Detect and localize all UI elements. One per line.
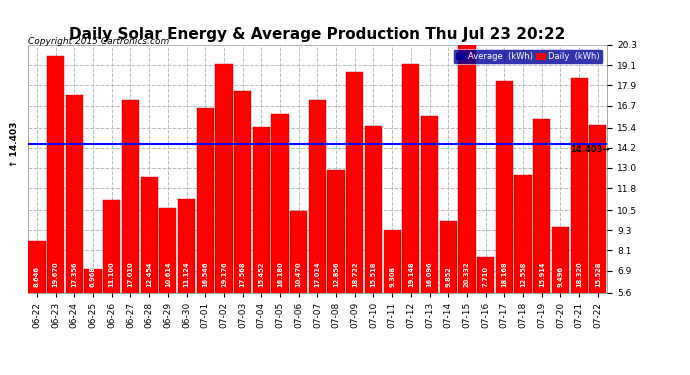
Text: 19.176: 19.176 [221, 262, 227, 288]
Bar [178, 200, 195, 375]
Bar [421, 116, 438, 375]
Text: 12.856: 12.856 [333, 262, 339, 288]
Text: 17.014: 17.014 [315, 262, 320, 288]
Text: 15.528: 15.528 [595, 262, 601, 288]
Bar [309, 100, 326, 375]
Bar [290, 210, 307, 375]
Text: 12.558: 12.558 [520, 262, 526, 288]
Text: 15.452: 15.452 [258, 262, 264, 288]
Bar [496, 81, 513, 375]
Bar [141, 177, 158, 375]
Text: 9.852: 9.852 [445, 267, 451, 288]
Text: Copyright 2015 Cartronics.com: Copyright 2015 Cartronics.com [28, 38, 169, 46]
Text: 17.356: 17.356 [71, 262, 77, 288]
Bar [84, 270, 101, 375]
Text: 9.308: 9.308 [389, 267, 395, 288]
Bar [440, 221, 457, 375]
Bar [253, 127, 270, 375]
Bar [66, 94, 83, 375]
Bar [215, 64, 233, 375]
Bar [384, 230, 401, 375]
Text: ↑ 14.403: ↑ 14.403 [10, 122, 19, 167]
Bar [271, 114, 288, 375]
Bar [477, 257, 494, 375]
Text: 12.454: 12.454 [146, 262, 152, 288]
Text: 15.914: 15.914 [539, 262, 545, 288]
Text: 17.010: 17.010 [128, 262, 133, 288]
Text: 18.722: 18.722 [352, 262, 358, 288]
Bar [402, 64, 420, 375]
Bar [197, 108, 214, 375]
Bar [571, 78, 588, 375]
Text: 7.710: 7.710 [483, 267, 489, 288]
Text: 16.546: 16.546 [202, 262, 208, 288]
Bar [28, 241, 46, 375]
Text: 11.124: 11.124 [184, 262, 190, 288]
Bar [458, 45, 475, 375]
Text: 18.168: 18.168 [502, 262, 507, 288]
Text: 14.403→: 14.403→ [570, 145, 609, 154]
Text: 16.096: 16.096 [426, 262, 433, 288]
Bar [365, 126, 382, 375]
Text: 16.180: 16.180 [277, 262, 283, 288]
Title: Daily Solar Energy & Average Production Thu Jul 23 20:22: Daily Solar Energy & Average Production … [69, 27, 566, 42]
Bar [552, 227, 569, 375]
Bar [122, 100, 139, 375]
Text: 19.148: 19.148 [408, 262, 414, 288]
Bar [346, 72, 364, 375]
Text: 9.496: 9.496 [558, 267, 564, 288]
Text: 11.100: 11.100 [109, 262, 115, 288]
Bar [47, 56, 64, 375]
Bar [533, 119, 551, 375]
Bar [328, 170, 345, 375]
Bar [515, 176, 532, 375]
Text: 19.670: 19.670 [52, 262, 59, 288]
Text: 6.968: 6.968 [90, 267, 96, 288]
Text: 10.470: 10.470 [296, 262, 302, 288]
Bar [234, 91, 251, 375]
Text: 17.568: 17.568 [239, 262, 246, 288]
Bar [589, 125, 607, 375]
Text: 8.646: 8.646 [34, 267, 40, 288]
Bar [159, 208, 177, 375]
Legend: Average  (kWh), Daily  (kWh): Average (kWh), Daily (kWh) [453, 49, 603, 64]
Text: 15.518: 15.518 [371, 262, 377, 288]
Text: 10.614: 10.614 [165, 262, 171, 288]
Bar [103, 200, 120, 375]
Text: 20.332: 20.332 [464, 262, 470, 288]
Text: 18.320: 18.320 [576, 262, 582, 288]
